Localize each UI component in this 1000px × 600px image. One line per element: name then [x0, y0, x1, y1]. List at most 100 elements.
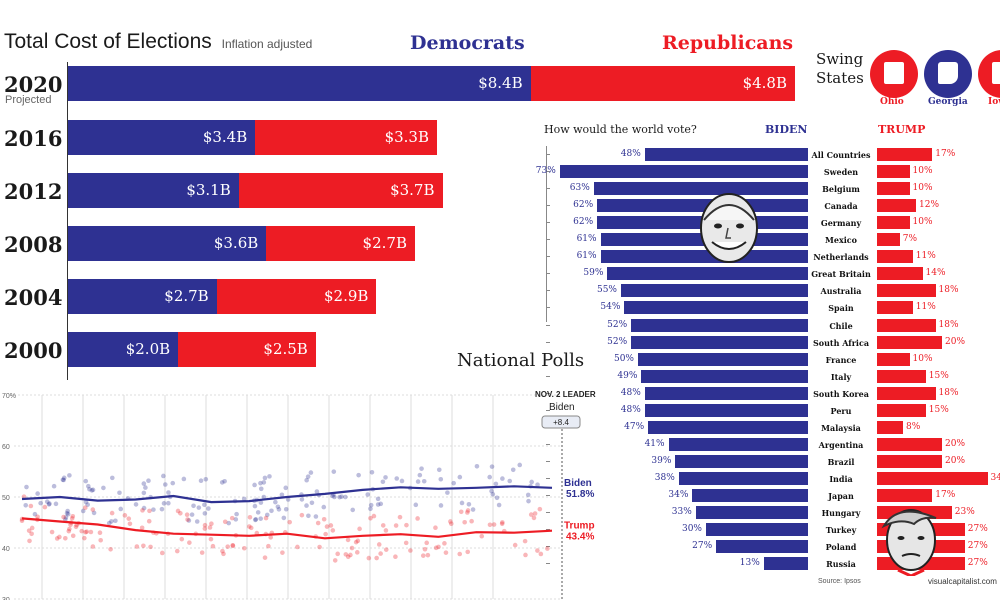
- world-tick: [546, 290, 550, 292]
- biden-poll-point: [375, 502, 381, 507]
- trump-poll-point: [199, 550, 205, 555]
- biden-poll-point: [413, 502, 419, 508]
- biden-poll-point: [487, 474, 492, 480]
- country-label: Italy: [830, 371, 852, 382]
- biden-poll-point: [378, 501, 384, 507]
- biden-poll-point: [375, 496, 381, 502]
- country-label: Malaysia: [821, 422, 861, 433]
- world-axis-line: [546, 146, 547, 322]
- trump-poll-point: [393, 523, 399, 528]
- biden-poll-point: [166, 490, 171, 495]
- biden-poll-point: [143, 485, 148, 490]
- trump-poll-point: [35, 514, 40, 520]
- trump-poll-point: [127, 521, 133, 527]
- trump-poll-point: [220, 548, 225, 554]
- trump-poll-point: [328, 523, 334, 528]
- biden-poll-point: [267, 474, 272, 479]
- biden-poll-point: [186, 518, 192, 523]
- trump-poll-point: [469, 518, 474, 524]
- biden-poll-point: [202, 502, 207, 508]
- biden-bar: [631, 335, 808, 349]
- state-name: Georgia: [928, 97, 968, 107]
- biden-poll-point: [466, 501, 472, 507]
- credit-note: visualcapitalist.com: [928, 577, 997, 586]
- trump-poll-point: [487, 522, 493, 528]
- trump-bar: [877, 199, 916, 213]
- trump-poll-point: [263, 515, 269, 521]
- biden-poll-point: [24, 484, 29, 490]
- biden-poll-point: [44, 499, 50, 505]
- biden-poll-point: [258, 516, 263, 521]
- trump-poll-point: [97, 530, 103, 536]
- trump-bar: [877, 335, 942, 349]
- swing-label-line1: Swing: [816, 50, 864, 68]
- biden-value-label: 59%: [583, 268, 604, 279]
- trump-poll-point: [98, 537, 103, 543]
- biden-poll-point: [222, 478, 227, 484]
- country-label: Sweden: [823, 167, 859, 178]
- dem-bar-label: $2.0B: [125, 340, 171, 358]
- rep-bar-label: $3.7B: [390, 181, 435, 199]
- trump-poll-point: [315, 520, 321, 526]
- country-label: Japan: [828, 491, 854, 501]
- biden-poll-point: [343, 494, 348, 500]
- trump-bar: [877, 352, 910, 366]
- trump-value-label: 10%: [912, 183, 933, 194]
- world-tick: [546, 443, 550, 445]
- country-label: Peru: [830, 405, 852, 416]
- trump-poll-point: [248, 525, 254, 531]
- biden-poll-point: [80, 508, 86, 514]
- world-tick: [546, 409, 550, 411]
- biden-poll-point: [299, 497, 305, 502]
- world-tick: [546, 358, 550, 360]
- trump-poll-point: [383, 528, 389, 533]
- biden-poll-point: [61, 477, 66, 483]
- trump-poll-point: [462, 519, 467, 525]
- trump-poll-point: [209, 521, 214, 527]
- biden-poll-point: [394, 476, 400, 481]
- trump-poll-point: [202, 526, 208, 531]
- biden-value-label: 63%: [569, 183, 590, 194]
- trump-poll-point: [376, 542, 382, 547]
- biden-poll-point: [489, 464, 495, 469]
- trump-poll-point: [67, 526, 72, 532]
- trump-poll-point: [545, 546, 550, 551]
- biden-poll-point: [196, 505, 202, 510]
- biden-poll-point: [67, 473, 72, 478]
- trump-poll-point: [491, 522, 497, 527]
- rep-bar: $4.8B: [530, 66, 795, 101]
- trump-value-label: 10%: [912, 353, 933, 364]
- biden-poll-point: [46, 502, 52, 507]
- trump-poll-point: [88, 529, 94, 535]
- trump-poll-point: [84, 529, 89, 534]
- leader-margin-box: [541, 415, 581, 429]
- trump-poll-point: [141, 543, 146, 549]
- biden-poll-point: [159, 506, 165, 512]
- biden-poll-point: [106, 520, 112, 526]
- trump-poll-point: [295, 544, 300, 550]
- biden-poll-point: [269, 508, 274, 514]
- trump-poll-point: [202, 522, 208, 528]
- trump-poll-point: [268, 535, 273, 540]
- state-name: Ohio: [880, 97, 904, 107]
- biden-poll-point: [23, 502, 29, 508]
- trump-poll-point: [70, 513, 76, 519]
- world-tick: [546, 205, 550, 207]
- biden-poll-point: [529, 479, 534, 485]
- dem-bar-label: $3.6B: [213, 234, 259, 252]
- state-shape: [938, 62, 958, 84]
- biden-poll-point: [219, 480, 225, 485]
- biden-poll-point: [438, 503, 444, 508]
- trump-poll-point: [415, 516, 420, 521]
- biden-poll-point: [253, 517, 258, 523]
- country-label: Australia: [820, 286, 862, 297]
- trump-poll-point: [458, 509, 464, 515]
- world-tick: [546, 222, 550, 224]
- biden-poll-point: [64, 510, 70, 516]
- trump-poll-point: [221, 551, 226, 557]
- world-tick: [546, 512, 550, 514]
- biden-poll-point: [489, 488, 494, 494]
- trump-poll-point: [178, 511, 183, 516]
- trump-value-label: 17%: [935, 490, 956, 500]
- country-label: Netherlands: [813, 252, 869, 263]
